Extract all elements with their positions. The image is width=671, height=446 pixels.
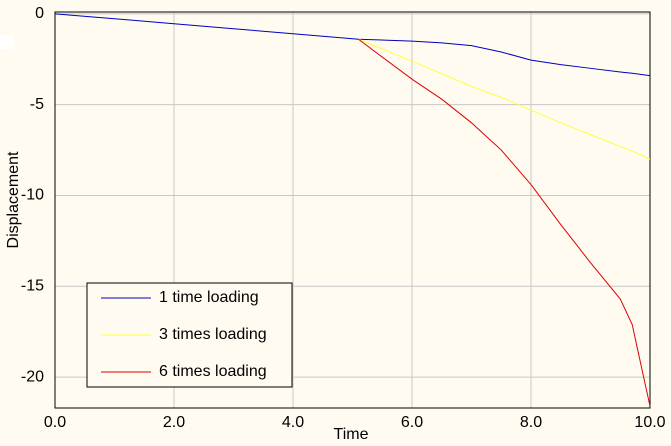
marker-box [0, 35, 14, 49]
series-line [54, 13, 651, 77]
series-line [358, 38, 651, 160]
x-tick-label: 4.0 [282, 414, 304, 431]
legend-label: 3 times loading [159, 326, 267, 343]
y-tick-label: -10 [21, 187, 44, 204]
plot-frame [54, 11, 651, 409]
x-tick-label: 6.0 [401, 414, 423, 431]
x-tick-label: 0.0 [44, 414, 66, 431]
x-axis-label: Time [334, 426, 369, 443]
y-tick-label: -15 [21, 278, 44, 295]
x-tick-label: 2.0 [163, 414, 185, 431]
legend-label: 1 time loading [159, 289, 259, 306]
legend-label: 6 times loading [159, 363, 267, 380]
x-tick-label: 10.0 [634, 414, 665, 431]
y-tick-label: 0 [35, 5, 44, 22]
y-tick-label: -5 [30, 96, 44, 113]
series-line [358, 38, 651, 407]
y-axis-label: Displacement [5, 151, 22, 248]
x-tick-label: 8.0 [520, 414, 542, 431]
y-tick-label: -20 [21, 368, 44, 385]
